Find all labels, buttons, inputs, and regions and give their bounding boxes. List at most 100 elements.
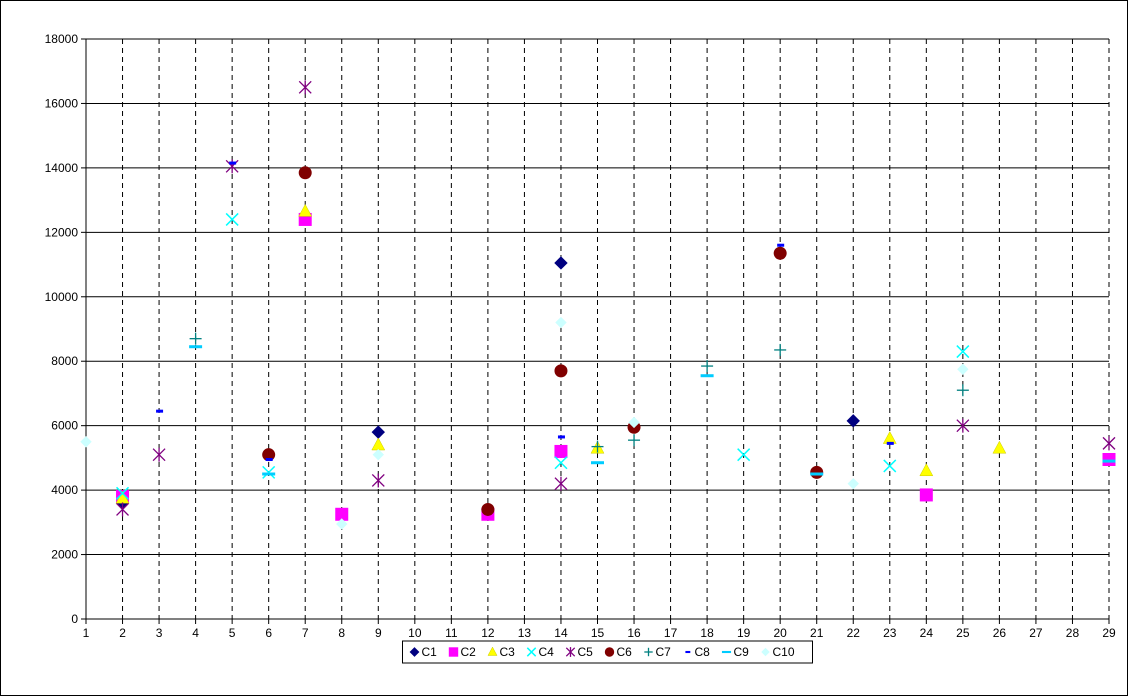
- point-c4: [956, 345, 970, 359]
- point-c6: [554, 364, 568, 378]
- legend-marker-c1: [409, 647, 420, 657]
- y-tick-label: 2000: [51, 548, 78, 562]
- x-tick-label: 16: [627, 626, 641, 640]
- point-c2: [1102, 453, 1116, 466]
- point-c7: [701, 360, 714, 373]
- legend-marker-c7: [644, 647, 653, 657]
- point-c8: [156, 409, 164, 413]
- point-c4: [737, 448, 751, 462]
- point-c9: [189, 345, 203, 349]
- y-tick-label: 16000: [45, 96, 79, 110]
- y-tick-label: 10000: [45, 290, 79, 304]
- point-c2: [554, 444, 568, 458]
- point-c10: [957, 363, 969, 375]
- point-c9: [1102, 459, 1116, 463]
- legend-label-c2: C2: [461, 645, 477, 659]
- point-c10: [628, 416, 640, 429]
- point-c2: [919, 488, 933, 502]
- x-tick-label: 23: [883, 626, 897, 640]
- x-tick-label: 29: [1102, 626, 1116, 640]
- y-tick-label: 12000: [45, 225, 79, 239]
- point-c1: [846, 414, 860, 428]
- x-tick-label: 9: [375, 626, 382, 640]
- legend-label-c9: C9: [734, 645, 750, 659]
- x-tick-label: 13: [518, 626, 532, 640]
- x-tick-label: 27: [1029, 626, 1043, 640]
- legend-marker-c3: [487, 646, 498, 656]
- x-tick-label: 3: [156, 626, 163, 640]
- point-c3: [919, 463, 934, 477]
- y-tick-label: 18000: [45, 32, 79, 46]
- point-c8: [265, 458, 273, 461]
- x-tick-label: 19: [737, 626, 751, 640]
- point-c5: [956, 418, 970, 433]
- legend-label-c4: C4: [539, 645, 555, 659]
- x-tick-label: 21: [810, 626, 824, 640]
- axis-layer: [81, 38, 1110, 624]
- x-tick-label: 10: [408, 626, 422, 640]
- x-tick-label: 22: [847, 626, 861, 640]
- legend-marker-c8: [685, 650, 691, 654]
- y-tick-label: 4000: [51, 483, 78, 497]
- point-c3: [882, 431, 897, 444]
- tick-labels: 0 2000 4000 6000 8000 10000 12000 14000 16000 180…: [45, 32, 1116, 640]
- point-c3: [298, 203, 313, 217]
- point-c8: [557, 435, 565, 439]
- point-c6: [810, 465, 824, 479]
- x-tick-label: 14: [554, 626, 568, 640]
- y-tick-label: 8000: [51, 354, 78, 368]
- point-c1: [371, 425, 385, 439]
- x-tick-label: 25: [956, 626, 970, 640]
- point-c5: [1102, 436, 1116, 451]
- legend-marker-c2: [448, 647, 459, 657]
- legend-label-c5: C5: [578, 645, 594, 659]
- point-c7: [628, 434, 641, 447]
- x-tick-label: 8: [338, 626, 345, 640]
- point-c10: [847, 477, 859, 490]
- point-c9: [591, 461, 604, 465]
- legend: C1 C2 C3 C4 C5 C6 C7 C8 C9 C10: [402, 640, 813, 664]
- grid-layer: [86, 38, 1110, 619]
- legend-label-c8: C8: [695, 645, 711, 659]
- legend-marker-c4: [526, 647, 537, 657]
- point-c9: [262, 472, 276, 476]
- point-c10: [372, 448, 384, 461]
- point-c5: [554, 476, 568, 491]
- x-tick-label: 1: [83, 626, 90, 640]
- point-c4: [116, 486, 130, 500]
- point-c4: [262, 465, 276, 479]
- point-c6: [481, 502, 495, 516]
- point-c8: [777, 243, 785, 247]
- x-tick-label: 17: [664, 626, 678, 640]
- legend-label-c10: C10: [773, 645, 795, 659]
- x-tick-label: 26: [993, 626, 1007, 640]
- point-c10: [336, 518, 348, 530]
- x-tick-label: 7: [302, 626, 309, 640]
- legend-label-c6: C6: [617, 645, 633, 659]
- x-tick-label: 15: [591, 626, 605, 640]
- legend-label-c3: C3: [500, 645, 516, 659]
- point-c4: [883, 459, 897, 473]
- point-c7: [189, 332, 202, 345]
- x-tick-label: 5: [229, 626, 236, 640]
- x-tick-label: 20: [773, 626, 787, 640]
- data-points: [80, 80, 1116, 530]
- legend-label-c1: C1: [422, 645, 438, 659]
- point-c4: [225, 212, 239, 226]
- point-c7: [774, 343, 787, 356]
- point-c9: [700, 374, 714, 378]
- point-c7: [591, 440, 604, 453]
- x-tick-label: 28: [1066, 626, 1080, 640]
- legend-marker-c10: [761, 647, 770, 657]
- legend-marker-c6: [604, 647, 615, 657]
- legend-marker-c9: [721, 650, 732, 654]
- point-c6: [773, 246, 787, 260]
- point-c5: [152, 447, 166, 462]
- x-tick-label: 4: [192, 626, 199, 640]
- legend-label-c7: C7: [656, 645, 672, 659]
- y-tick-label: 6000: [51, 419, 78, 433]
- point-c5: [116, 502, 129, 517]
- x-tick-label: 6: [265, 626, 272, 640]
